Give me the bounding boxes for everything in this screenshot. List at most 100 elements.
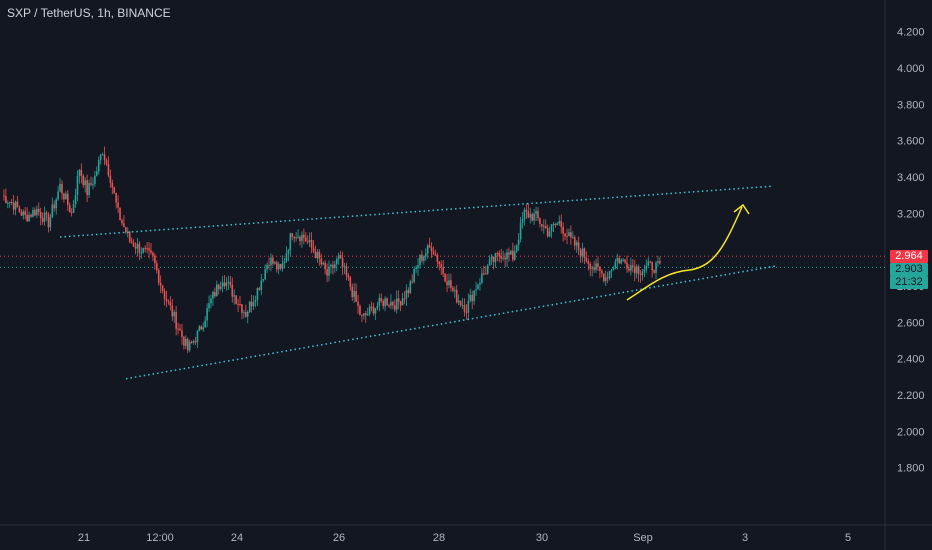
candle-body <box>355 290 357 302</box>
candle-body <box>237 303 239 305</box>
candle-body <box>475 289 477 291</box>
candle-body <box>167 301 170 303</box>
candle-body <box>616 257 619 262</box>
x-axis-tick-labels: 21 12:00 24 26 28 30 Sep 3 5 <box>78 532 851 544</box>
candle-body <box>136 243 139 249</box>
candle-body <box>212 291 214 299</box>
upper-trendline[interactable] <box>59 185 774 238</box>
candle-body <box>413 269 415 282</box>
candle-body <box>299 236 301 242</box>
candle-body <box>510 250 512 255</box>
candle-body <box>488 259 491 266</box>
candle-body <box>635 266 638 274</box>
candle-body <box>653 270 655 273</box>
candle-body <box>39 212 42 219</box>
candle-body <box>82 175 85 186</box>
candle-body <box>51 204 54 218</box>
trendlines[interactable] <box>59 185 776 380</box>
candle-body <box>188 341 191 351</box>
candle-body <box>496 253 499 255</box>
candle-body <box>5 195 7 204</box>
candle-body <box>32 209 34 217</box>
candle-body <box>405 290 408 299</box>
candle-body <box>285 253 288 262</box>
candle-body <box>119 207 121 221</box>
candle-body <box>599 266 601 271</box>
candle-body <box>359 305 361 315</box>
candle-body <box>310 240 313 248</box>
candle-body <box>409 281 412 294</box>
candle-body <box>334 264 336 269</box>
candle-body <box>134 246 137 249</box>
current-price-tag: 2.903 <box>890 263 928 277</box>
candle-body <box>53 204 56 209</box>
candle-body <box>132 242 135 247</box>
y-tick-label: 3.200 <box>897 208 925 220</box>
candle-body <box>353 290 355 297</box>
candle-body <box>597 263 599 267</box>
candle-body <box>138 243 141 253</box>
candle-body <box>206 308 208 321</box>
x-tick-label: 3 <box>742 532 748 544</box>
candle-body <box>266 265 268 270</box>
y-tick-label: 1.800 <box>897 463 925 475</box>
last-price-tag: 2.964 <box>890 250 928 264</box>
candle-body <box>49 217 52 228</box>
candle-body <box>128 231 131 242</box>
candle-body <box>606 277 609 279</box>
candle-body <box>370 306 373 308</box>
candle-body <box>368 306 371 315</box>
candle-body <box>8 202 11 204</box>
y-tick-label: 2.600 <box>897 317 925 329</box>
candle-body <box>63 193 65 200</box>
candle-body <box>572 237 574 239</box>
candle-body <box>283 261 286 264</box>
candle-body <box>270 257 272 266</box>
candle-body <box>173 312 176 317</box>
candle-body <box>372 306 375 314</box>
candle-body <box>320 258 323 265</box>
candle-body <box>70 212 73 214</box>
candle-body <box>500 256 503 259</box>
candle-body <box>401 298 404 306</box>
candle-body <box>415 267 417 270</box>
candle-body <box>438 261 441 265</box>
candles[interactable] <box>3 146 661 354</box>
candle-body <box>591 267 593 269</box>
candle-body <box>608 271 611 279</box>
candle-body <box>223 282 226 287</box>
candle-body <box>392 302 394 306</box>
candle-body <box>154 255 156 264</box>
candle-body <box>3 195 5 197</box>
candle-body <box>467 300 470 313</box>
candle-body <box>148 248 150 251</box>
candle-body <box>254 299 257 302</box>
candle-body <box>645 265 648 270</box>
candle-body <box>657 261 659 263</box>
candle-body <box>339 255 342 259</box>
candle-body <box>424 253 427 257</box>
candle-body <box>256 288 259 300</box>
candle-body <box>614 261 617 269</box>
candle-body <box>157 270 160 284</box>
candle-body <box>386 298 388 306</box>
candle-body <box>529 214 532 218</box>
candle-body <box>452 287 454 291</box>
lower-trendline[interactable] <box>125 265 776 380</box>
projection-arrow-path[interactable] <box>626 206 743 301</box>
candle-body <box>492 256 495 263</box>
candle-body <box>448 280 450 285</box>
projection-arrow[interactable] <box>626 203 750 301</box>
candle-body <box>316 251 319 259</box>
candle-body <box>423 256 425 261</box>
candle-body <box>436 254 439 262</box>
candle-body <box>291 233 294 237</box>
candle-body <box>241 304 243 313</box>
candle-body <box>428 245 431 248</box>
candle-body <box>411 281 414 283</box>
candle-body <box>34 209 36 216</box>
candle-body <box>196 330 199 343</box>
candle-body <box>28 214 30 222</box>
candle-body <box>121 220 123 224</box>
